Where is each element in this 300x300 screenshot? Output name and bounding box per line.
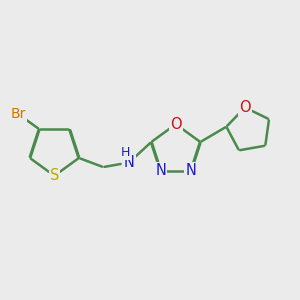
- Text: H: H: [121, 146, 130, 159]
- Text: S: S: [50, 168, 59, 183]
- Text: O: O: [239, 100, 251, 115]
- Text: Br: Br: [10, 107, 26, 121]
- Text: N: N: [155, 164, 166, 178]
- Text: O: O: [170, 117, 182, 132]
- Text: N: N: [185, 164, 197, 178]
- Text: N: N: [124, 155, 134, 170]
